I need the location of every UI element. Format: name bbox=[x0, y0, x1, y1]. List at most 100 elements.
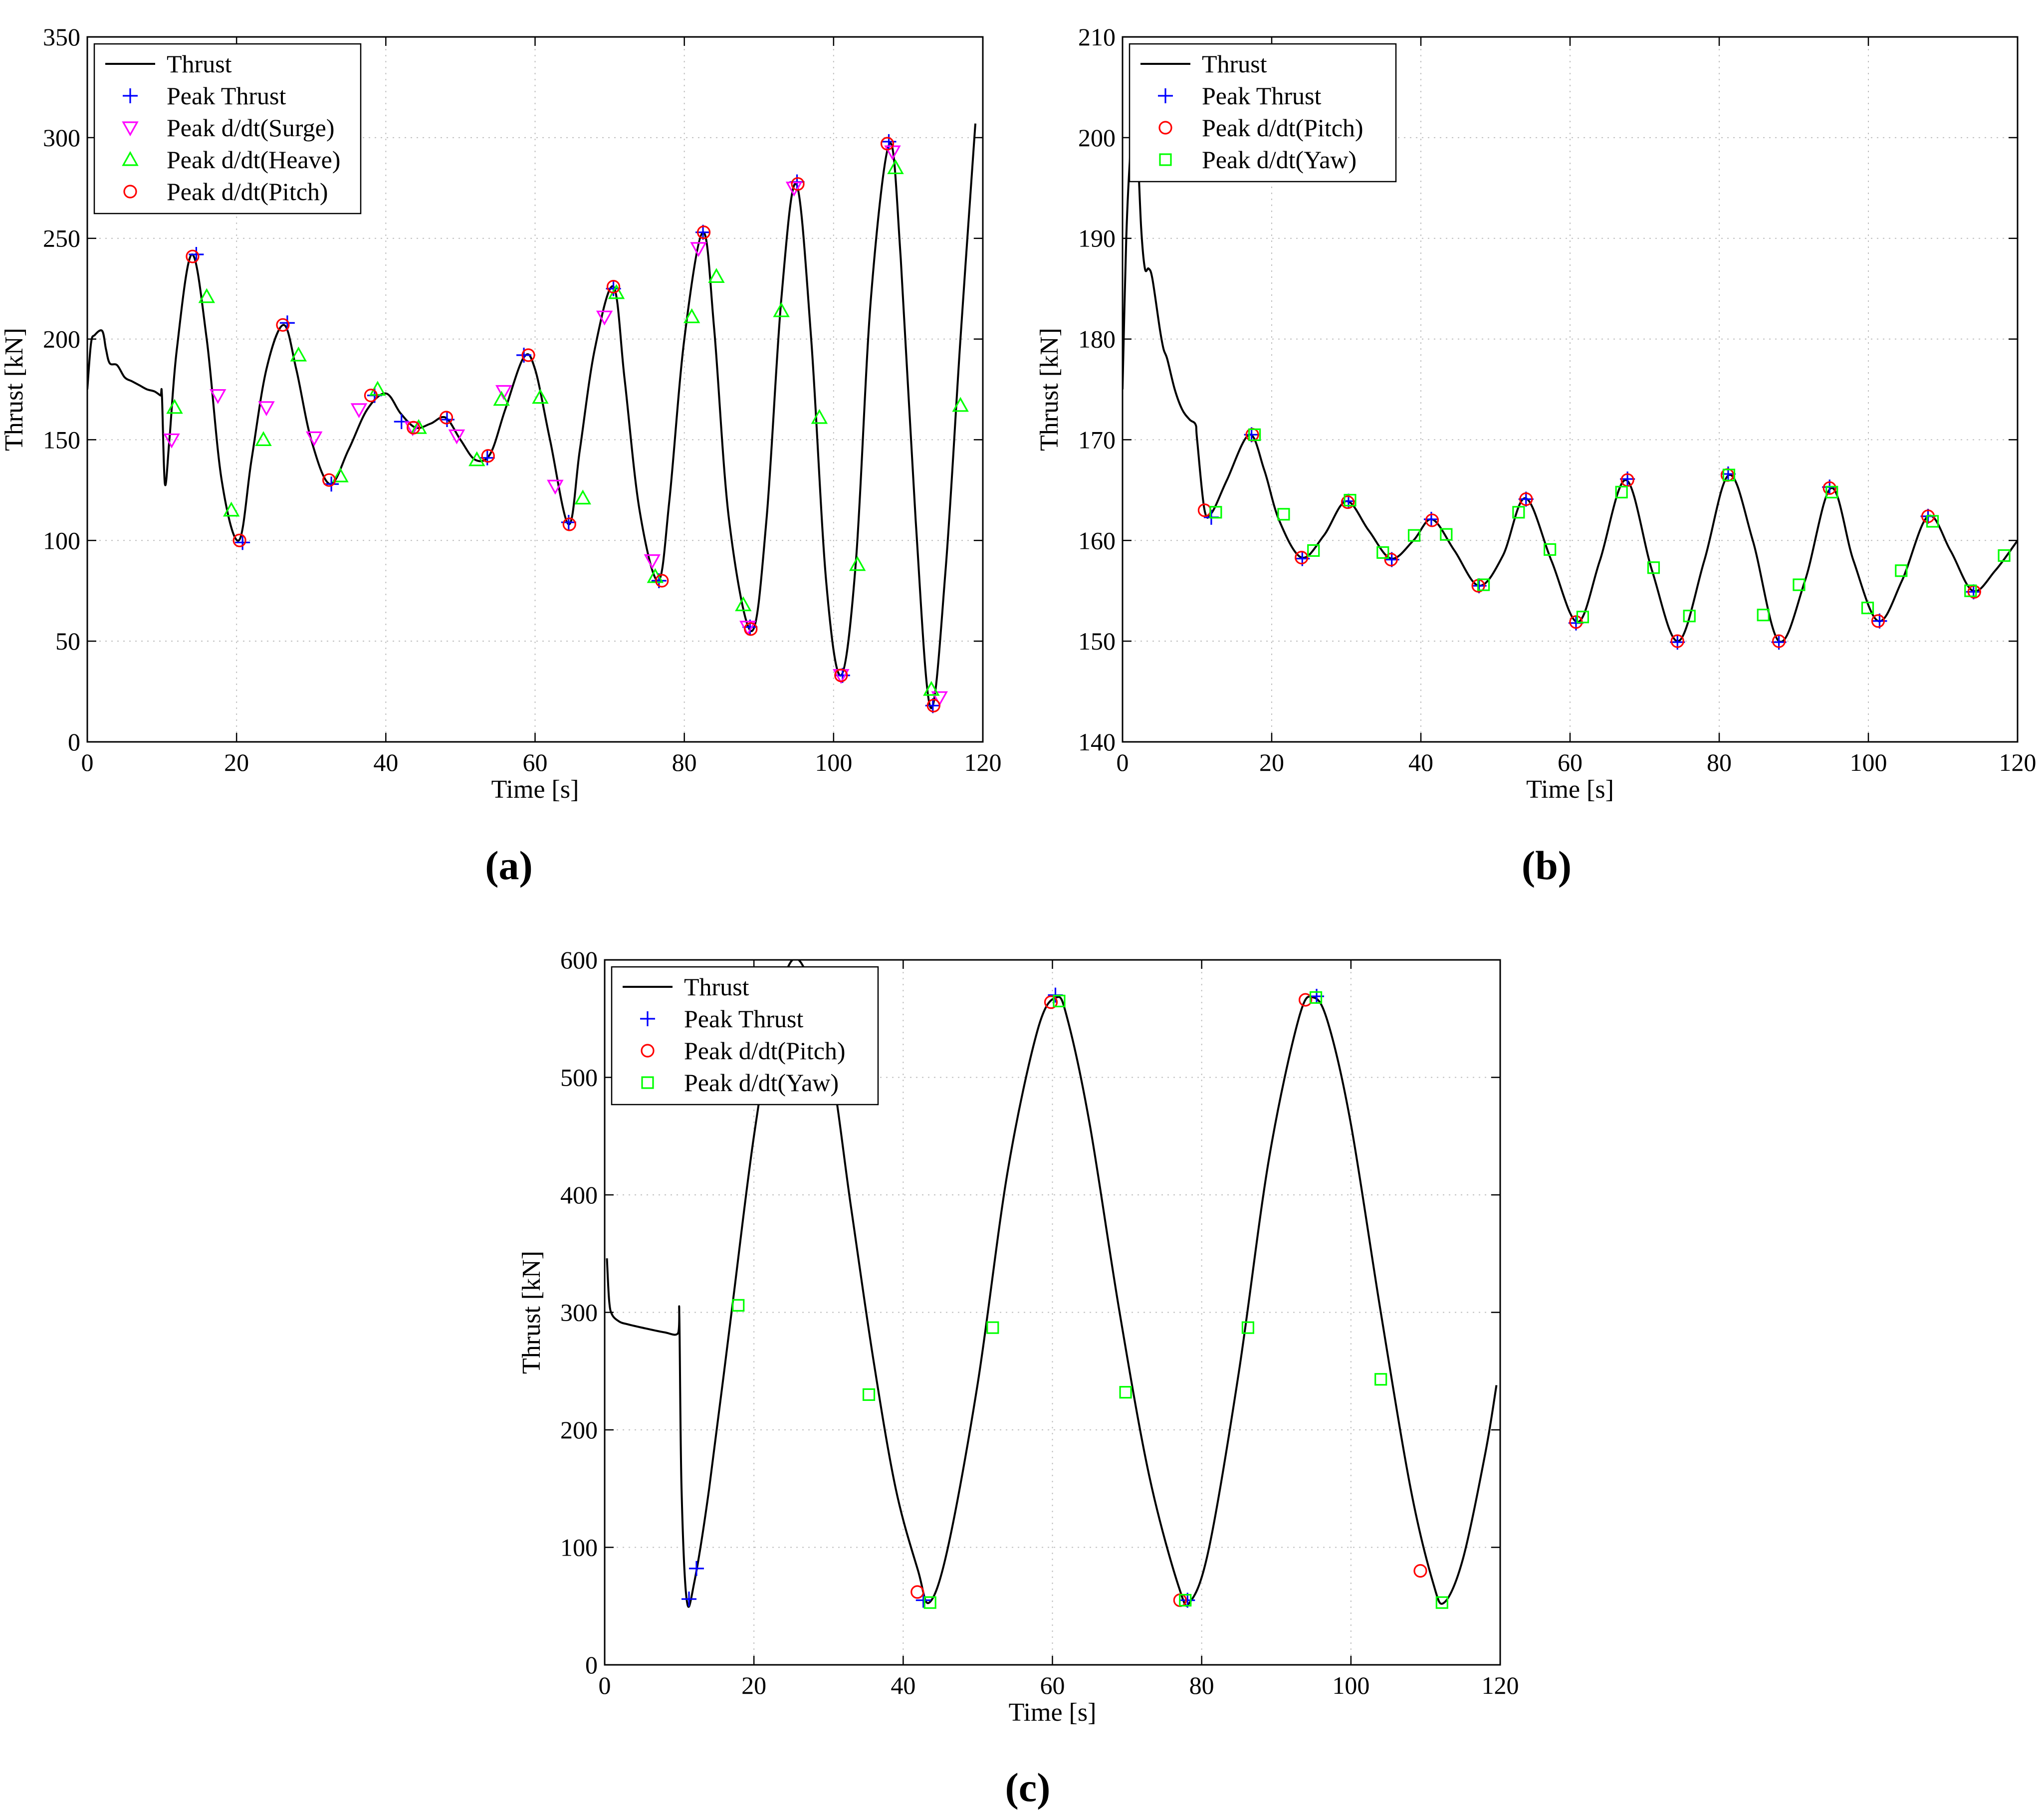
marker-peak-d-dt-pitch bbox=[232, 533, 246, 547]
marker-peak-d-dt-yaw bbox=[1477, 578, 1490, 591]
marker-peak-d-dt-yaw bbox=[1440, 528, 1453, 541]
marker-peak-d-dt-yaw bbox=[1615, 485, 1628, 498]
marker-peak-d-dt-pitch bbox=[834, 669, 848, 682]
marker-peak-d-dt-heave bbox=[735, 596, 752, 612]
marker-peak-d-dt-heave bbox=[683, 308, 700, 323]
x-tick-label: 80 bbox=[1707, 748, 1732, 776]
marker-peak-d-dt-yaw bbox=[1861, 601, 1874, 615]
marker-peak-d-dt-yaw bbox=[1895, 564, 1908, 577]
marker-peak-d-dt-surge bbox=[596, 310, 613, 326]
marker-peak-d-dt-yaw bbox=[1926, 515, 1939, 528]
x-tick-label: 0 bbox=[599, 1671, 611, 1699]
legend-label: Peak Thrust bbox=[684, 1005, 803, 1033]
x-tick-label: 0 bbox=[1117, 748, 1129, 776]
y-axis-label: Thrust [kN] bbox=[1035, 328, 1064, 451]
y-tick-label: 300 bbox=[43, 124, 80, 152]
legend-swatch-peak-d-dt-surge bbox=[122, 121, 139, 137]
marker-peak-d-dt-pitch bbox=[655, 574, 669, 588]
y-tick-label: 600 bbox=[560, 946, 598, 974]
marker-peak-d-dt-pitch bbox=[276, 318, 290, 332]
marker-peak-d-dt-pitch bbox=[186, 249, 200, 263]
marker-peak-d-dt-yaw bbox=[1544, 543, 1557, 556]
marker-peak-d-dt-surge bbox=[306, 431, 323, 447]
chart-panel-a: 0 20 40 60 80 100 120 0 50 100 150 200 250 300 350 Time… bbox=[0, 23, 1002, 888]
marker-peak-d-dt-yaw bbox=[1376, 546, 1389, 559]
marker-peak-d-dt-pitch bbox=[1384, 553, 1398, 567]
legend-label: Peak d/dt(Heave) bbox=[167, 146, 340, 174]
y-tick-label: 400 bbox=[560, 1181, 598, 1209]
marker-peak-d-dt-heave bbox=[255, 431, 272, 447]
legend-box bbox=[1129, 43, 1397, 183]
legend-label: Peak d/dt(Yaw) bbox=[684, 1069, 839, 1097]
y-tick-label: 140 bbox=[1078, 728, 1116, 756]
x-tick-label: 100 bbox=[1332, 1671, 1369, 1699]
x-tick-label: 100 bbox=[815, 748, 852, 776]
panel-label: (b) bbox=[1522, 843, 1572, 888]
marker-peak-thrust bbox=[189, 247, 204, 262]
marker-peak-d-dt-yaw bbox=[1307, 544, 1320, 557]
marker-peak-d-dt-surge bbox=[163, 433, 180, 449]
legend-swatch-peak-d-dt-yaw bbox=[641, 1076, 654, 1089]
marker-peak-d-dt-yaw bbox=[1119, 1386, 1132, 1399]
marker-peak-thrust bbox=[688, 1561, 704, 1576]
axes-frame bbox=[86, 36, 984, 743]
legend-label: Peak Thrust bbox=[1202, 82, 1321, 110]
legend: Thrust Peak Thrust Peak d/dt(Pitch) Peak d/… bbox=[1129, 43, 1397, 183]
marker-peak-d-dt-pitch bbox=[407, 421, 421, 435]
y-tick-label: 210 bbox=[1078, 23, 1116, 51]
marker-peak-d-dt-yaw bbox=[1998, 549, 2011, 562]
legend-label: Thrust bbox=[167, 50, 232, 78]
marker-peak-d-dt-yaw bbox=[1344, 493, 1357, 507]
x-tick-label: 20 bbox=[1259, 748, 1284, 776]
y-axis-label: Thrust [kN] bbox=[0, 328, 28, 451]
y-tick-label: 150 bbox=[1078, 627, 1116, 655]
marker-peak-d-dt-yaw bbox=[1512, 506, 1525, 519]
marker-peak-thrust bbox=[681, 1592, 697, 1607]
marker-peak-d-dt-yaw bbox=[1209, 506, 1222, 519]
marker-peak-d-dt-pitch bbox=[1871, 614, 1885, 628]
marker-peak-d-dt-pitch bbox=[1822, 481, 1836, 495]
panel-label: (c) bbox=[1005, 1765, 1050, 1810]
marker-peak-d-dt-heave bbox=[332, 467, 349, 482]
x-tick-label: 40 bbox=[373, 748, 398, 776]
marker-peak-d-dt-surge bbox=[258, 401, 275, 417]
marker-peak-d-dt-surge bbox=[690, 242, 707, 257]
x-tick-label: 0 bbox=[81, 748, 94, 776]
marker-peak-d-dt-pitch bbox=[744, 622, 758, 636]
marker-peak-d-dt-surge bbox=[210, 389, 227, 404]
marker-peak-d-dt-yaw bbox=[1793, 578, 1806, 591]
marker-peak-d-dt-pitch bbox=[1341, 495, 1355, 509]
marker-peak-d-dt-yaw bbox=[1683, 610, 1696, 623]
marker-peak-d-dt-heave bbox=[468, 451, 485, 466]
y-axis-label: Thrust [kN] bbox=[517, 1251, 546, 1374]
x-axis-label: Time [s] bbox=[1526, 775, 1614, 804]
series-layer bbox=[606, 960, 1498, 1609]
marker-peak-d-dt-yaw bbox=[1576, 611, 1589, 624]
marker-peak-d-dt-yaw bbox=[1309, 991, 1323, 1004]
marker-peak-d-dt-pitch bbox=[1425, 513, 1439, 527]
marker-peak-d-dt-surge bbox=[350, 403, 368, 419]
marker-peak-d-dt-heave bbox=[773, 302, 790, 317]
marker-peak-d-dt-heave bbox=[923, 681, 940, 696]
marker-peak-d-dt-yaw bbox=[732, 1299, 745, 1312]
marker-peak-d-dt-yaw bbox=[1248, 428, 1261, 441]
series-line-thrust bbox=[87, 123, 977, 709]
x-tick-label: 60 bbox=[523, 748, 548, 776]
marker-peak-d-dt-pitch bbox=[1298, 993, 1313, 1007]
x-tick-label: 100 bbox=[1850, 748, 1887, 776]
y-tick-label: 200 bbox=[1078, 124, 1116, 152]
x-tick-label: 80 bbox=[672, 748, 697, 776]
marker-peak-d-dt-yaw bbox=[986, 1321, 999, 1334]
y-tick-label: 200 bbox=[560, 1416, 598, 1444]
marker-peak-d-dt-heave bbox=[410, 419, 427, 434]
y-tick-label: 160 bbox=[1078, 526, 1116, 554]
x-axis-label: Time [s] bbox=[491, 775, 579, 804]
x-tick-label: 40 bbox=[1408, 748, 1433, 776]
chart-panel-b: 0 20 40 60 80 100 120 140 150 160 170 180 190 200 210 T… bbox=[1035, 23, 2037, 888]
x-tick-label: 20 bbox=[741, 1671, 766, 1699]
marker-peak-d-dt-pitch bbox=[1295, 551, 1309, 565]
series-layer bbox=[87, 123, 977, 713]
marker-peak-d-dt-heave bbox=[811, 409, 828, 424]
marker-peak-d-dt-pitch bbox=[521, 348, 535, 362]
